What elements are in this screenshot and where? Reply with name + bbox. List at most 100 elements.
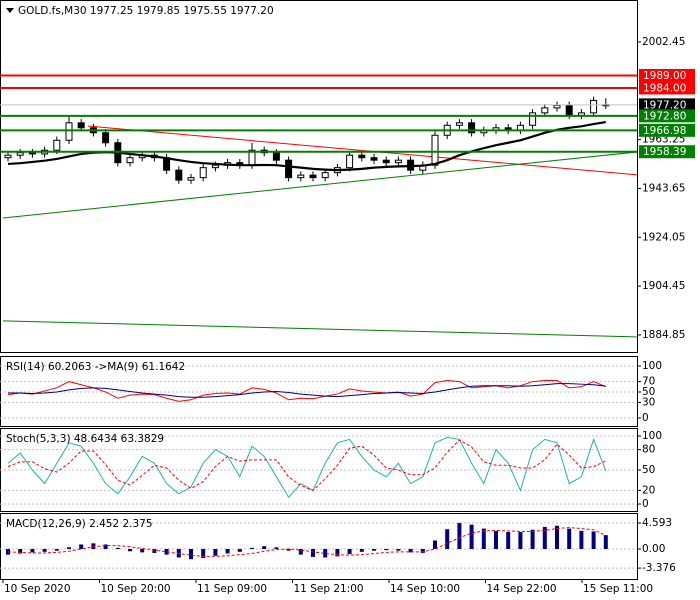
candle-body [77,122,85,129]
candle-body [455,122,463,126]
y-tick-label: 50 [642,386,655,398]
histogram-bar [115,547,120,549]
y-tick-label: 20 [642,484,655,496]
candle-body [65,122,73,141]
candle-body [285,159,293,179]
histogram-bar [225,549,230,554]
candle-body [565,104,573,116]
candle-body [541,107,549,114]
histogram-bar [6,549,10,555]
histogram-bar [164,549,169,555]
y-tick-label: 0 [642,412,649,424]
histogram-bar [30,549,35,553]
histogram-bar [555,525,559,549]
histogram-bar [384,549,389,551]
histogram-bar [250,547,254,549]
level-label: 1989.00 [643,70,686,82]
histogram-bar [506,532,511,549]
panel-frame [0,513,638,580]
histogram-bar [213,549,218,556]
y-tick-label: 80 [642,444,655,456]
trend-line [2,320,638,338]
histogram-bar [152,549,157,553]
histogram-bar [54,549,59,551]
y-tick-label: 4.593 [642,517,672,529]
histogram-bar [372,549,376,551]
y-tick-label: 100 [642,360,662,372]
level-label: 1984.00 [643,82,686,94]
level-tag [639,123,695,137]
signal-line [7,526,607,557]
histogram-bar [323,549,328,558]
histogram-bar [396,549,401,551]
panel-title: MACD(12,26,9) 2.452 2.375 [6,518,153,530]
candle-body [4,154,12,159]
candle-body [529,112,537,126]
candle-body [211,164,219,169]
candle-body [553,104,561,109]
y-tick-label: 70 [642,376,655,388]
histogram-bar [103,544,108,549]
histogram-bar [518,532,523,549]
menu-icon [6,8,14,13]
level-label: 1966.98 [643,125,686,137]
y-tick-label: 0.00 [642,543,665,555]
indicator-line [7,380,606,402]
candle-body [382,159,390,164]
x-tick-label: 11 Sep 21:00 [294,583,364,595]
candle-body [126,157,134,164]
indicator-line [8,383,606,398]
x-tick-label: 15 Sep 11:00 [583,583,653,595]
candle-body [394,159,402,164]
panel-title: Stoch(5,3,3) 48.6434 63.3829 [6,433,164,445]
y-tick-label: 0 [642,498,649,510]
candle-body [53,139,61,151]
histogram-bar [530,529,535,549]
level-tag [639,109,695,123]
histogram-bar [286,549,291,551]
y-tick-label: 30 [642,396,655,408]
histogram-bar [298,549,303,555]
histogram-bar [420,549,425,553]
candle-body [16,152,24,156]
histogram-bar [433,540,437,549]
histogram-bar [201,549,206,559]
candle-body [309,174,317,179]
x-tick-label: 10 Sep 2020 [4,583,71,595]
level-label: 1958.39 [643,146,686,158]
histogram-bar [18,549,23,554]
histogram-bar [91,543,96,549]
level-tag [639,81,695,95]
candle-body [468,122,476,134]
histogram-bar [347,549,352,555]
histogram-bar [579,530,584,549]
y-tick-label: 1924.05 [642,231,685,243]
level-label: 1977.20 [643,99,686,111]
candle-body [272,152,280,161]
histogram-bar [335,549,340,557]
y-tick-label: 100 [642,430,662,442]
level-label: 1972.80 [643,110,686,122]
candle-body [175,169,183,181]
panel-title: RSI(14) 60.2063 ->MA(9) 61.1642 [6,361,185,373]
histogram-bar [567,528,572,549]
histogram-bar [359,549,364,552]
y-tick-label: 50 [642,464,655,476]
candle-body [28,152,36,155]
y-tick-label: -3.376 [642,562,676,574]
histogram-bar [274,547,279,549]
histogram-bar [237,549,242,552]
panel-frame [0,0,638,353]
candle-body [370,157,378,161]
candle-body [431,134,439,166]
histogram-bar [481,528,486,549]
y-tick-label: 2002.45 [642,36,685,48]
histogram-bar [603,535,608,549]
histogram-bar [79,544,84,549]
histogram-bar [591,531,596,549]
histogram-bar [140,549,145,553]
candle-body [199,167,207,179]
trend-line [2,151,638,219]
